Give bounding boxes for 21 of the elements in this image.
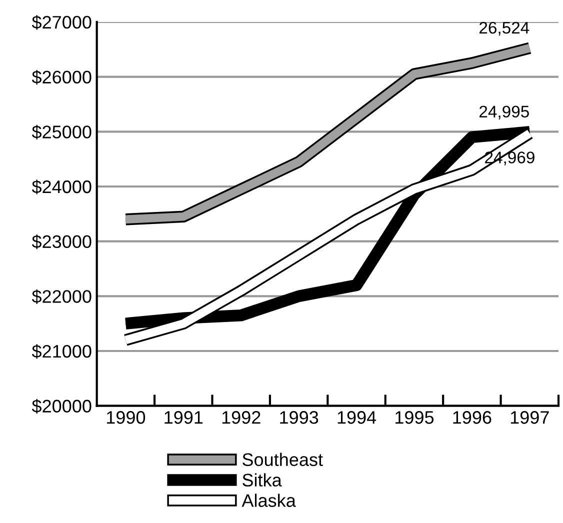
x-tick-label: 1996 — [453, 411, 492, 424]
y-tick-label: $22000 — [32, 289, 92, 304]
legend-label: Southeast — [242, 452, 323, 466]
y-tick-label: $24000 — [32, 180, 92, 194]
legend-label: Alaska — [242, 494, 296, 507]
y-tick-label: $26000 — [32, 70, 92, 85]
y-tick-label: $20000 — [32, 399, 92, 414]
y-tick-label: $27000 — [32, 15, 92, 30]
y-tick-label: $25000 — [32, 124, 92, 140]
data-label: 26,524 — [480, 22, 530, 36]
data-label: 24,995 — [480, 106, 529, 120]
x-tick-label: 1993 — [280, 411, 318, 424]
x-tick-label: 1994 — [338, 411, 376, 424]
x-tick-label: 1991 — [164, 411, 203, 424]
x-tick-label: 1990 — [106, 411, 146, 424]
x-tick-label: 1992 — [222, 411, 260, 424]
x-tick-label: 1995 — [396, 411, 434, 424]
y-tick-label: $21000 — [32, 344, 92, 359]
legend-label: Sitka — [242, 473, 282, 487]
y-tick-label: $23000 — [32, 234, 92, 250]
x-tick-label: 1997 — [510, 411, 549, 424]
